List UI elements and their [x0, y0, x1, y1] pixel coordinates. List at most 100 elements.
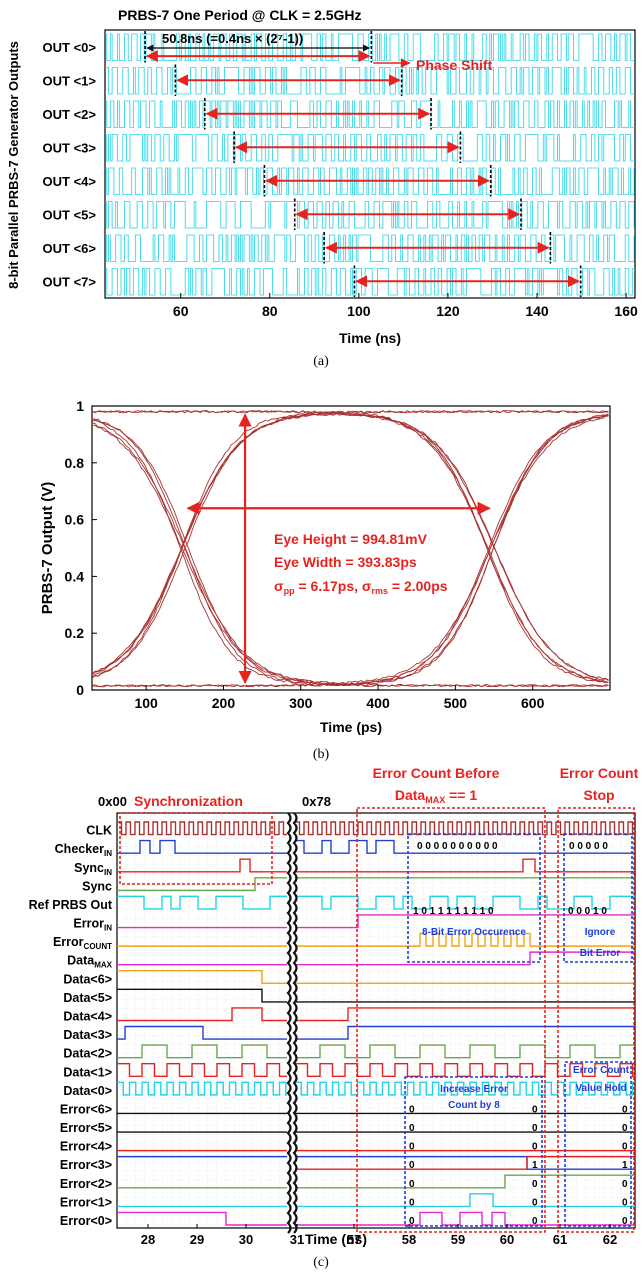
x-tick-label: 30	[239, 1232, 253, 1247]
signal-label: Error<6>	[60, 1102, 112, 1116]
y-tick-label: 0.4	[65, 568, 85, 584]
x-tick-label: 31	[290, 1232, 304, 1247]
panel-c-ignore-note-1: Ignore	[585, 927, 616, 938]
panel-c-stop-title-1: Error Count	[560, 765, 639, 781]
signal-label: Data<5>	[63, 991, 112, 1005]
panel-c-before-title-2: DataMAX == 1	[395, 787, 477, 805]
panel-b-plot-frame	[92, 406, 610, 690]
panel-b-ylabel: PRBS-7 Output (V)	[39, 482, 56, 615]
panel-b-eye-width: Eye Width = 393.83ps	[274, 554, 417, 570]
error-bit-hold: 1	[622, 1160, 628, 1171]
panel-b-caption: (b)	[313, 747, 330, 762]
signal-label: Data<1>	[63, 1065, 112, 1079]
error-bit-hold: 0	[622, 1197, 628, 1208]
error-bit-start: 0	[409, 1142, 415, 1153]
y-tick-label: 1	[76, 398, 84, 414]
panel-a-period-note: 50.8ns (=0.4ns × (2⁷-1))	[162, 31, 303, 46]
x-tick-label: 300	[289, 695, 313, 711]
signal-label: DataMAX	[67, 954, 113, 970]
panel-c-increase-note-2: Count by 8	[448, 1100, 500, 1111]
error-bit-end: 1	[532, 1160, 538, 1171]
signal-label: SyncIN	[74, 861, 112, 877]
error-bit-start: 0	[409, 1104, 415, 1115]
signal-label: Data<4>	[63, 1010, 112, 1024]
x-tick-label: 120	[436, 303, 460, 319]
error-bit-start: 0	[409, 1123, 415, 1134]
error-bit-end: 0	[532, 1123, 538, 1134]
signal-label: Data<3>	[63, 1028, 112, 1042]
panel-c-signal-labels: CLKCheckerINSyncINSyncRef PRBS OutErrorI…	[29, 824, 113, 1228]
channel-label: OUT <2>	[43, 107, 97, 122]
channel-label: OUT <3>	[43, 140, 97, 155]
y-tick-label: 0.8	[65, 455, 85, 471]
panel-c-ignore-note-2: Bit Error	[580, 948, 621, 959]
signal-label: ErrorCOUNT	[53, 935, 112, 951]
panel-c: CLK CheckerIN SyncIN Sync Ref PRBS Out ErrorI…	[29, 765, 639, 1270]
panel-a-title: PRBS-7 One Period @ CLK = 2.5GHz	[118, 7, 362, 23]
signal-label: Data<0>	[63, 1084, 112, 1098]
signal-label: Sync	[82, 879, 112, 893]
panel-c-caption: (c)	[313, 1255, 329, 1270]
panel-a-phase-shift-label: Phase Shift	[416, 57, 493, 73]
y-tick-label: 0.2	[65, 625, 85, 641]
panel-c-stop-title-2: Stop	[583, 787, 614, 803]
x-tick-label: 100	[134, 695, 158, 711]
error-bit-start: 0	[409, 1160, 415, 1171]
x-tick-label: 100	[347, 303, 371, 319]
panel-b-jitter: σpp = 6.17ps, σrms = 2.00ps	[274, 578, 448, 596]
channel-label: OUT <7>	[43, 274, 97, 289]
panel-c-hex-right: 0x78	[302, 794, 331, 809]
signal-label: Error<2>	[60, 1177, 112, 1191]
panel-a-ylabel: 8-bit Parallel PRBS-7 Generator Outputs	[6, 41, 21, 289]
x-tick-label: 600	[521, 695, 545, 711]
signal-label: Ref PRBS Out	[29, 898, 113, 912]
panel-a-xlabel: Time (ns)	[339, 330, 401, 346]
error-bit-end: 0	[532, 1179, 538, 1190]
panel-b-eye-height: Eye Height = 994.81mV	[274, 531, 428, 547]
panel-c-hold-note-1: Error Count	[573, 1065, 630, 1076]
error-bit-hold: 0	[622, 1216, 628, 1227]
error-bit-end: 0	[532, 1197, 538, 1208]
x-tick-label: 140	[525, 303, 549, 319]
signal-label: Error<1>	[60, 1195, 112, 1209]
panel-c-hex-left: 0x00	[98, 794, 127, 809]
panel-c-xlabel: Time (ns)	[305, 1231, 367, 1247]
x-tick-label: 60	[173, 303, 189, 319]
x-tick-label: 58	[402, 1232, 416, 1247]
x-tick-label: 61	[553, 1232, 567, 1247]
x-tick-label: 160	[614, 303, 638, 319]
x-tick-label: 60	[500, 1232, 514, 1247]
panel-b: Eye Height = 994.81mV Eye Width = 393.83…	[39, 398, 610, 762]
error-bit-end: 0	[532, 1216, 538, 1227]
panel-c-hold-note-2: Value Hold	[575, 1083, 626, 1094]
panel-c-checker-bits-mid: 0 0 0 0 0 0 0 0 0 0	[417, 841, 498, 852]
channel-label: OUT <5>	[43, 207, 97, 222]
panel-a-channel-labels: OUT <0> OUT <1> OUT <2> OUT <3> OUT <4> OUT <…	[43, 40, 97, 290]
panel-a-caption: (a)	[313, 354, 329, 369]
x-tick-label: 59	[451, 1232, 465, 1247]
signal-label: Data<6>	[63, 972, 112, 986]
x-tick-label: 80	[262, 303, 278, 319]
panel-c-sync-title: Synchronization	[134, 793, 243, 809]
panel-a: PRBS-7 One Period @ CLK = 2.5GHz 50.8ns …	[6, 7, 638, 369]
error-bit-end: 0	[532, 1104, 538, 1115]
panel-c-ref-bits-mid: 1 0 1 1 1 1 1 1 1 0	[413, 906, 494, 917]
error-bit-hold: 0	[622, 1142, 628, 1153]
x-tick-label: 200	[212, 695, 236, 711]
signal-label: CheckerIN	[55, 842, 113, 858]
panel-c-checker-bits-right: 0 0 0 0 0	[569, 841, 608, 852]
channel-label: OUT <0>	[43, 40, 97, 55]
panel-b-xlabel: Time (ps)	[320, 719, 382, 735]
channel-label: OUT <1>	[43, 73, 97, 88]
channel-label: OUT <6>	[43, 241, 97, 256]
x-tick-label: 500	[444, 695, 468, 711]
x-tick-label: 28	[141, 1232, 155, 1247]
panel-c-increase-note-1: Increase Error	[440, 1084, 508, 1095]
error-bit-start: 0	[409, 1179, 415, 1190]
y-tick-label: 0	[76, 682, 84, 698]
error-bit-hold: 0	[622, 1179, 628, 1190]
signal-label: Error<0>	[60, 1214, 112, 1228]
panel-c-ref-bits-right: 0 0 0 1 0	[568, 906, 607, 917]
error-bit-hold: 0	[622, 1104, 628, 1115]
x-tick-label: 29	[190, 1232, 204, 1247]
